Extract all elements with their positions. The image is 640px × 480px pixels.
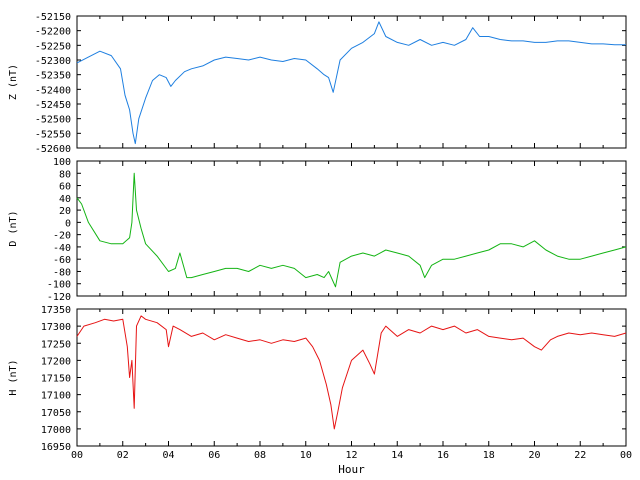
panel-z-ytick-label: -52600 — [35, 144, 71, 155]
panel-d-ytick-label: 100 — [53, 157, 71, 168]
x-tick-label: 08 — [254, 450, 266, 461]
panel-h-ylabel: H (nT) — [8, 359, 19, 395]
panel-h-ytick-label: 17050 — [41, 408, 71, 419]
x-tick-label: 04 — [162, 450, 174, 461]
panel-z-ylabel: Z (nT) — [8, 64, 19, 100]
x-tick-label: 18 — [483, 450, 495, 461]
panel-d-ytick-label: 80 — [59, 169, 71, 180]
panel-z-ytick-label: -52450 — [35, 100, 71, 111]
panel-d-frame — [76, 160, 627, 297]
panel-z-ytick-label: -52550 — [35, 129, 71, 140]
panel-d-ytick-label: -60 — [53, 255, 71, 266]
panel-d-ytick-label: -20 — [53, 231, 71, 242]
x-axis-label: Hour — [338, 463, 365, 476]
panel-h-ytick-label: 17100 — [41, 391, 71, 402]
panel-d-ytick-label: -40 — [53, 243, 71, 254]
x-tick-label: 20 — [528, 450, 540, 461]
panel-d-series-line — [76, 172, 627, 288]
x-tick-label: 02 — [117, 450, 129, 461]
panel-h-frame — [76, 308, 627, 447]
panel-z-frame — [76, 15, 627, 149]
x-tick-label: 00 — [71, 450, 83, 461]
panel-d-ytick-label: -80 — [53, 267, 71, 278]
panel-z-ytick-label: -52150 — [35, 12, 71, 23]
panel-z-ytick-label: -52200 — [35, 27, 71, 38]
panel-h-ytick-label: 17200 — [41, 356, 71, 367]
x-tick-label: 14 — [391, 450, 403, 461]
x-tick-label: 00 — [620, 450, 632, 461]
panel-d-ytick-label: 40 — [59, 194, 71, 205]
panel-d-ytick-label: 60 — [59, 182, 71, 193]
panel-d-ytick-label: 0 — [65, 218, 71, 229]
panel-z-ytick-label: -52300 — [35, 56, 71, 67]
panel-h-ytick-label: 17250 — [41, 339, 71, 350]
panel-d-ytick-label: 20 — [59, 206, 71, 217]
x-tick-label: 12 — [345, 450, 357, 461]
panel-z-ytick-label: -52500 — [35, 115, 71, 126]
panel-h-ytick-label: 16950 — [41, 442, 71, 453]
x-tick-label: 16 — [437, 450, 449, 461]
panel-h: 17350 17300 17250 17200 17150 17100 17050 17000… — [8, 305, 632, 476]
x-tick-label: 06 — [208, 450, 220, 461]
panel-d-ylabel: D (nT) — [8, 210, 19, 246]
panel-z-series-line — [76, 21, 626, 145]
panel-z: -52150 -52200 -52250 -52300 -52350 -52400 -524… — [8, 12, 627, 155]
panel-h-ytick-label: 17000 — [41, 425, 71, 436]
panel-d-ytick-label: -120 — [47, 292, 71, 303]
panel-z-ytick-label: -52350 — [35, 71, 71, 82]
x-tick-label: 22 — [574, 450, 586, 461]
panel-h-ytick-label: 17300 — [41, 322, 71, 333]
panel-h-series-line — [76, 315, 627, 430]
panel-h-ytick-label: 17350 — [41, 305, 71, 316]
panel-h-ytick-label: 17150 — [41, 374, 71, 385]
panel-d-ytick-label: -100 — [47, 280, 71, 291]
panel-z-ytick-label: -52400 — [35, 85, 71, 96]
panel-z-ytick-label: -52250 — [35, 41, 71, 52]
x-tick-label: 10 — [300, 450, 312, 461]
